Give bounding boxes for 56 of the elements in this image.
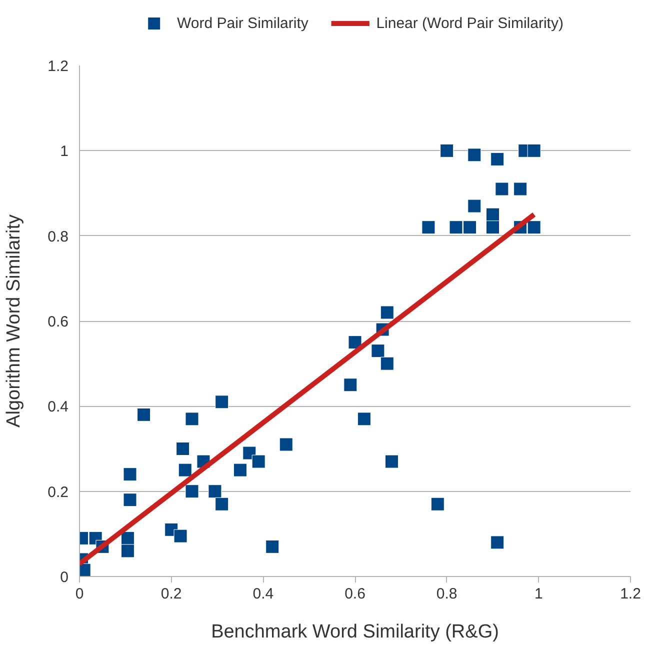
y-tick-label: 0.6: [48, 314, 69, 330]
y-tick-label: 0.2: [48, 484, 69, 501]
x-tick-label: 0.2: [160, 586, 182, 602]
point: [123, 493, 137, 507]
point: [357, 412, 371, 426]
point: [215, 395, 229, 409]
y-axis-title: Algorithm Word Similarity: [4, 214, 25, 428]
point: [463, 220, 477, 234]
point: [490, 152, 504, 166]
point: [430, 497, 444, 511]
point: [185, 412, 199, 426]
point: [490, 536, 504, 550]
point: [266, 540, 280, 554]
point: [422, 220, 436, 234]
point: [279, 438, 293, 452]
point: [178, 463, 192, 477]
x-tick-label: 0: [75, 586, 84, 602]
y-tick-label: 0.4: [48, 398, 69, 416]
x-tick-label: 0.4: [252, 586, 274, 602]
y-tick-label: 1: [60, 143, 68, 160]
point: [527, 144, 541, 158]
point: [486, 208, 500, 222]
point: [514, 182, 528, 196]
point: [120, 544, 134, 558]
y-tick-label: 0: [60, 569, 68, 586]
point: [380, 356, 394, 370]
y-tick-label: 0.8: [48, 228, 69, 246]
point: [123, 468, 137, 482]
point: [495, 182, 509, 196]
legend-label: Linear (Word Pair Similarity): [376, 15, 564, 32]
x-tick-label: 1: [534, 586, 543, 602]
point: [380, 306, 394, 320]
x-tick-label: 0.6: [344, 586, 366, 602]
point: [137, 408, 151, 422]
point: [174, 529, 188, 543]
x-axis-title: Benchmark Word Similarity (R&G): [211, 622, 499, 642]
point: [348, 336, 362, 350]
point: [468, 148, 482, 162]
point: [527, 220, 541, 234]
x-tick-label: 1.2: [620, 586, 641, 602]
point: [384, 454, 398, 468]
point: [215, 497, 229, 511]
point: [344, 378, 358, 392]
legend-label: Word Pair Similarity: [176, 15, 309, 32]
y-tick-label: 1.2: [48, 58, 69, 75]
point: [185, 484, 199, 498]
point: [208, 484, 222, 498]
point: [486, 220, 500, 234]
point: [449, 220, 463, 234]
point: [176, 442, 190, 456]
point: [252, 454, 266, 468]
point: [468, 199, 482, 213]
point: [233, 463, 247, 477]
point: [371, 344, 385, 358]
point: [440, 144, 454, 158]
x-tick-label: 0.8: [436, 586, 458, 602]
